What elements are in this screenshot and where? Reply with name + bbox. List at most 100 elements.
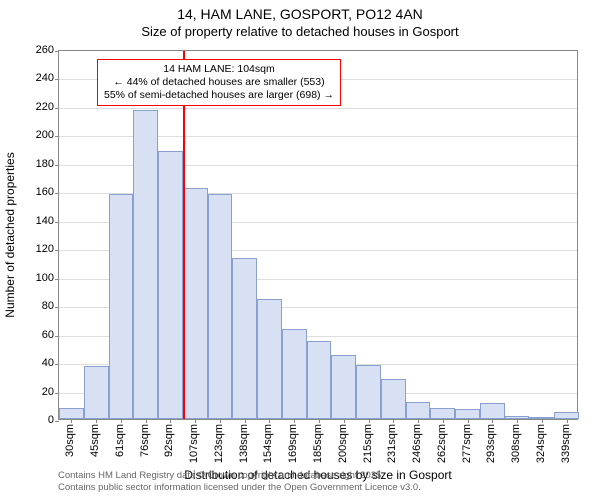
- x-tickmark: [468, 419, 469, 423]
- y-tickmark: [55, 250, 59, 251]
- x-tick-label: 262sqm: [436, 424, 448, 463]
- y-axis-label: Number of detached properties: [3, 152, 17, 317]
- histogram-bar: [183, 188, 208, 419]
- x-tick-label: 45sqm: [89, 424, 101, 457]
- x-tick-label: 277sqm: [461, 424, 473, 463]
- histogram-bar: [307, 341, 332, 419]
- histogram-bar: [84, 366, 109, 419]
- y-tickmark: [55, 193, 59, 194]
- x-tickmark: [170, 419, 171, 423]
- x-tickmark: [121, 419, 122, 423]
- plot-region: 14 HAM LANE: 104sqm← 44% of detached hou…: [58, 50, 578, 420]
- x-tick-label: 215sqm: [362, 424, 374, 463]
- y-tickmark: [55, 79, 59, 80]
- y-tickmark: [55, 51, 59, 52]
- annotation-box: 14 HAM LANE: 104sqm← 44% of detached hou…: [97, 59, 341, 106]
- x-tick-label: 154sqm: [262, 424, 274, 463]
- histogram-bar: [282, 329, 307, 419]
- gridline: [59, 108, 577, 109]
- annotation-line: 14 HAM LANE: 104sqm: [104, 63, 334, 76]
- x-tick-label: 169sqm: [287, 424, 299, 463]
- y-tickmark: [55, 307, 59, 308]
- chart-container: 14, HAM LANE, GOSPORT, PO12 4AN Size of …: [0, 0, 600, 500]
- annotation-line: ← 44% of detached houses are smaller (55…: [104, 76, 334, 89]
- y-tick-label: 200: [24, 129, 54, 141]
- x-tickmark: [517, 419, 518, 423]
- histogram-bar: [381, 379, 406, 419]
- y-tickmark: [55, 165, 59, 166]
- y-tick-label: 240: [24, 72, 54, 84]
- histogram-bar: [232, 258, 257, 419]
- x-tickmark: [567, 419, 568, 423]
- x-tickmark: [96, 419, 97, 423]
- histogram-bar: [554, 412, 579, 419]
- x-tick-label: 92sqm: [163, 424, 175, 457]
- chart-area: Number of detached properties 14 HAM LAN…: [58, 50, 578, 420]
- x-tickmark: [542, 419, 543, 423]
- y-tick-label: 80: [24, 300, 54, 312]
- histogram-bar: [158, 151, 183, 419]
- y-tick-label: 180: [24, 158, 54, 170]
- y-tick-label: 160: [24, 186, 54, 198]
- y-tickmark: [55, 364, 59, 365]
- x-tickmark: [146, 419, 147, 423]
- y-tick-label: 20: [24, 386, 54, 398]
- histogram-bar: [331, 355, 356, 419]
- x-tickmark: [245, 419, 246, 423]
- footer-line: Contains HM Land Registry data © Crown c…: [58, 470, 421, 482]
- histogram-bar: [480, 403, 505, 419]
- y-tickmark: [55, 108, 59, 109]
- footer-attribution: Contains HM Land Registry data © Crown c…: [58, 470, 421, 494]
- x-tick-label: 308sqm: [510, 424, 522, 463]
- histogram-bar: [208, 194, 233, 419]
- histogram-bar: [430, 408, 455, 419]
- histogram-bar: [59, 408, 84, 419]
- histogram-bar: [455, 409, 480, 419]
- x-tick-label: 231sqm: [386, 424, 398, 463]
- histogram-bar: [257, 299, 282, 419]
- x-tick-label: 138sqm: [238, 424, 250, 463]
- y-tickmark: [55, 279, 59, 280]
- x-tick-label: 324sqm: [535, 424, 547, 463]
- y-tick-label: 140: [24, 215, 54, 227]
- chart-subtitle: Size of property relative to detached ho…: [0, 22, 600, 39]
- x-tickmark: [492, 419, 493, 423]
- y-tickmark: [55, 222, 59, 223]
- x-tickmark: [393, 419, 394, 423]
- annotation-line: 55% of semi-detached houses are larger (…: [104, 89, 334, 102]
- y-tickmark: [55, 136, 59, 137]
- x-tick-label: 246sqm: [411, 424, 423, 463]
- x-tickmark: [71, 419, 72, 423]
- x-tick-label: 61sqm: [114, 424, 126, 457]
- x-tick-label: 185sqm: [312, 424, 324, 463]
- histogram-bar: [133, 110, 158, 419]
- y-tick-label: 260: [24, 44, 54, 56]
- y-tick-label: 100: [24, 272, 54, 284]
- x-tickmark: [220, 419, 221, 423]
- y-tickmark: [55, 421, 59, 422]
- y-tick-label: 40: [24, 357, 54, 369]
- x-tickmark: [269, 419, 270, 423]
- histogram-bar: [406, 402, 431, 419]
- x-tick-label: 200sqm: [337, 424, 349, 463]
- x-tick-label: 293sqm: [485, 424, 497, 463]
- chart-title: 14, HAM LANE, GOSPORT, PO12 4AN: [0, 0, 600, 22]
- x-tickmark: [195, 419, 196, 423]
- histogram-bar: [356, 365, 381, 419]
- y-tick-label: 60: [24, 329, 54, 341]
- x-tickmark: [418, 419, 419, 423]
- x-tick-label: 123sqm: [213, 424, 225, 463]
- y-tickmark: [55, 336, 59, 337]
- y-tick-label: 120: [24, 243, 54, 255]
- x-tick-label: 339sqm: [560, 424, 572, 463]
- x-tickmark: [344, 419, 345, 423]
- x-tick-label: 107sqm: [188, 424, 200, 463]
- histogram-bar: [109, 194, 134, 419]
- x-tickmark: [443, 419, 444, 423]
- x-tickmark: [319, 419, 320, 423]
- y-tick-label: 0: [24, 414, 54, 426]
- x-tick-label: 76sqm: [139, 424, 151, 457]
- x-tick-label: 30sqm: [64, 424, 76, 457]
- x-tickmark: [369, 419, 370, 423]
- footer-line: Contains public sector information licen…: [58, 482, 421, 494]
